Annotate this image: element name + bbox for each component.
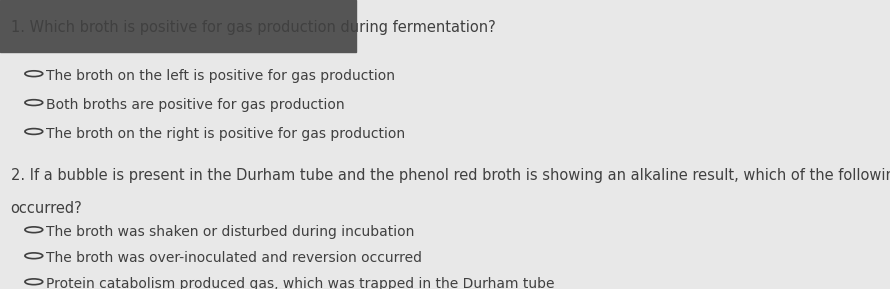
- Text: 2. If a bubble is present in the Durham tube and the phenol red broth is showing: 2. If a bubble is present in the Durham …: [11, 168, 890, 183]
- Text: The broth was shaken or disturbed during incubation: The broth was shaken or disturbed during…: [46, 225, 415, 239]
- Text: The broth on the right is positive for gas production: The broth on the right is positive for g…: [46, 127, 406, 141]
- Text: Protein catabolism produced gas, which was trapped in the Durham tube: Protein catabolism produced gas, which w…: [46, 277, 554, 289]
- Bar: [0, 0, 356, 52]
- Text: The broth on the left is positive for gas production: The broth on the left is positive for ga…: [46, 69, 395, 83]
- Text: Both broths are positive for gas production: Both broths are positive for gas product…: [46, 98, 345, 112]
- Text: occurred?: occurred?: [11, 201, 83, 216]
- Text: The broth was over-inoculated and reversion occurred: The broth was over-inoculated and revers…: [46, 251, 422, 265]
- Text: 1. Which broth is positive for gas production during fermentation?: 1. Which broth is positive for gas produ…: [11, 20, 496, 35]
